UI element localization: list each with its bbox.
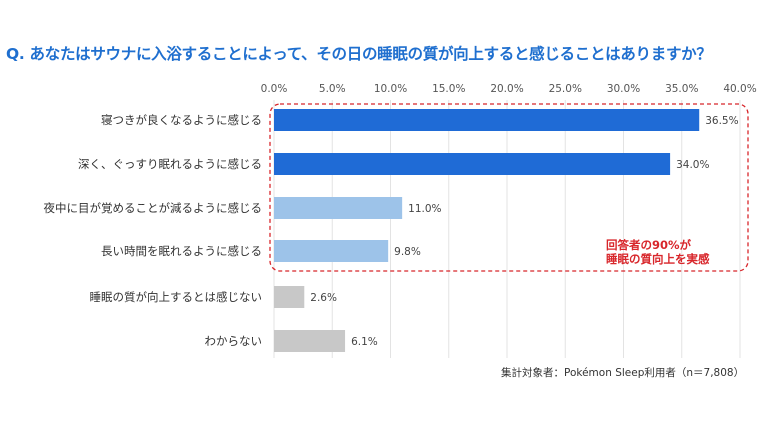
data-label: 36.5% (705, 115, 738, 127)
data-label: 6.1% (351, 336, 378, 348)
category-label: 深く、ぐっすり眠れるように感じる (78, 157, 262, 171)
category-label: 睡眠の質が向上するとは感じない (90, 290, 263, 304)
tick-label: 40.0% (723, 83, 756, 95)
callout-line-1: 回答者の90%が (606, 238, 692, 252)
chart-title: Q. あなたはサウナに入浴することによって、その日の睡眠の質が向上すると感じるこ… (6, 45, 712, 63)
callout-annotation: 回答者の90%が 睡眠の質向上を実感 (606, 238, 710, 266)
tick-label: 20.0% (490, 83, 523, 95)
category-label: 寝つきが良くなるように感じる (101, 113, 262, 127)
data-label: 34.0% (676, 159, 709, 171)
bar (274, 153, 671, 175)
category-label: 夜中に目が覚めることが減るように感じる (44, 201, 263, 215)
tick-label: 25.0% (549, 83, 582, 95)
data-label: 2.6% (310, 292, 337, 304)
data-label: 9.8% (394, 246, 421, 258)
category-label: 長い時間を眠れるように感じる (101, 244, 262, 258)
tick-label: 5.0% (319, 83, 346, 95)
tick-label: 35.0% (665, 83, 698, 95)
category-label: わからない (205, 334, 263, 348)
bar (274, 286, 305, 308)
tick-label: 30.0% (607, 83, 640, 95)
tick-label: 15.0% (432, 83, 465, 95)
data-label: 11.0% (408, 203, 441, 215)
footnote: 集計対象者：Pokémon Sleep利用者（n＝7,808） (501, 367, 745, 379)
bar (274, 109, 700, 131)
bar (274, 197, 403, 219)
tick-label: 0.0% (261, 83, 288, 95)
tick-label: 10.0% (374, 83, 407, 95)
bar (274, 240, 389, 262)
highlight-box (269, 103, 749, 272)
bar (274, 330, 346, 352)
callout-line-2: 睡眠の質向上を実感 (606, 252, 710, 266)
